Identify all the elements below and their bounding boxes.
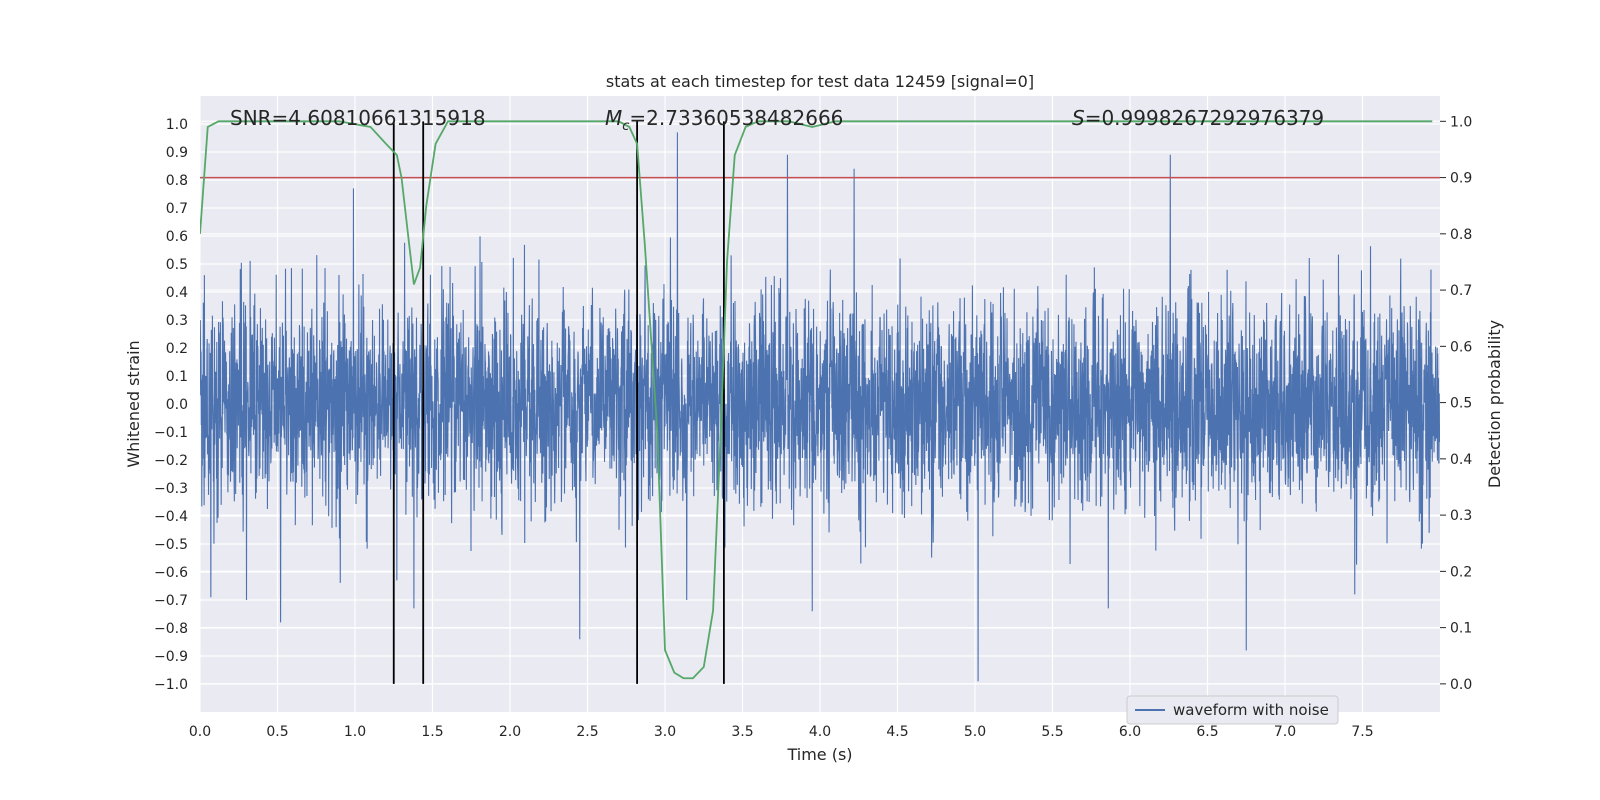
markers <box>200 121 1440 684</box>
y-tick-label: 1.0 <box>166 117 188 133</box>
y2-tick-label: 0.9 <box>1450 171 1472 187</box>
s-symbol: S <box>1072 106 1085 130</box>
x-tick-label: 1.5 <box>421 724 443 740</box>
x-tick-label: 6.0 <box>1119 724 1141 740</box>
y-tick-label: 0.5 <box>166 257 188 273</box>
x-tick-label: 2.5 <box>576 724 598 740</box>
y-tick-label: −0.8 <box>154 621 188 637</box>
x-tick-label: 3.0 <box>654 724 676 740</box>
x-tick-label: 3.5 <box>731 724 753 740</box>
y-tick-label: 0.4 <box>166 285 188 301</box>
y2-tick-label: 0.5 <box>1450 396 1472 412</box>
y-tick-label: 0.1 <box>166 369 188 385</box>
y-tick-label: 0.2 <box>166 341 188 357</box>
y-tick-label: −0.3 <box>154 481 188 497</box>
y-tick-label: −0.9 <box>154 649 188 665</box>
waveform-line <box>200 132 1440 682</box>
y-tick-label: −0.6 <box>154 565 188 581</box>
x-tick-label: 7.5 <box>1351 724 1373 740</box>
y-tick-label: 0.8 <box>166 173 188 189</box>
y2-tick-label: 0.7 <box>1450 283 1472 299</box>
s-annotation: S=0.9998267292976379 <box>1072 106 1324 130</box>
mc-subscript: c <box>622 119 629 134</box>
chirp-mass-annotation: Mc=2.73360538482666 <box>605 106 843 134</box>
x-axis-label: Time (s) <box>786 745 852 764</box>
legend: waveform with noise <box>1126 695 1339 725</box>
y-tick-label: 0.7 <box>166 201 188 217</box>
y-tick-label: 0.0 <box>166 397 188 413</box>
x-axis-ticks: 0.0 0.5 1.0 1.5 2.0 2.5 3.0 3.5 4.0 4.5 5.0 5.5 6.0 6… <box>189 724 1374 740</box>
x-tick-label: 0.5 <box>266 724 288 740</box>
s-value: =0.9998267292976379 <box>1085 106 1324 130</box>
y2-tick-label: 0.1 <box>1450 621 1472 637</box>
mc-value: =2.73360538482666 <box>629 106 843 130</box>
y-axis-ticks: 1.0 0.9 0.8 0.7 0.6 0.5 0.4 0.3 0.2 0.1 0.0 −0.1 −0.… <box>154 117 188 693</box>
y-axis-label: Whitened strain <box>124 340 143 467</box>
legend-label: waveform with noise <box>1173 701 1329 719</box>
x-tick-label: 4.5 <box>886 724 908 740</box>
chart-title: stats at each timestep for test data 124… <box>606 72 1034 91</box>
y2-axis-label: Detection probability <box>1485 320 1504 488</box>
y-tick-label: 0.6 <box>166 229 188 245</box>
y-tick-label: −1.0 <box>154 677 188 693</box>
x-tick-label: 5.5 <box>1041 724 1063 740</box>
x-tick-label: 7.0 <box>1274 724 1296 740</box>
x-tick-label: 4.0 <box>809 724 831 740</box>
y-tick-label: 0.9 <box>166 145 188 161</box>
y-tick-label: −0.7 <box>154 593 188 609</box>
y-tick-label: −0.5 <box>154 537 188 553</box>
x-tick-label: 5.0 <box>964 724 986 740</box>
legend-box <box>1126 695 1339 725</box>
y2-tick-label: 0.8 <box>1450 227 1472 243</box>
y2-tick-label: 0.6 <box>1450 339 1472 355</box>
x-tick-label: 2.0 <box>499 724 521 740</box>
y-tick-label: 0.3 <box>166 313 188 329</box>
y-tick-label: −0.2 <box>154 453 188 469</box>
y-tick-label: −0.4 <box>154 509 188 525</box>
probability-series <box>200 120 1433 680</box>
mc-symbol: M <box>605 106 622 130</box>
y2-tick-label: 0.0 <box>1450 677 1472 693</box>
probability-line <box>200 120 1433 680</box>
snr-annotation: SNR=4.60810661315918 <box>230 106 486 130</box>
y2-tick-label: 0.4 <box>1450 452 1472 468</box>
y2-tick-label: 0.2 <box>1450 564 1472 580</box>
y2-tick-label: 1.0 <box>1450 114 1472 130</box>
y2-tick-label: 0.3 <box>1450 508 1472 524</box>
y-tick-label: −0.1 <box>154 425 188 441</box>
x-tick-label: 6.5 <box>1196 724 1218 740</box>
x-tick-label: 1.0 <box>344 724 366 740</box>
waveform-series <box>200 132 1440 682</box>
x-tick-label: 0.0 <box>189 724 211 740</box>
y2-axis-ticks: 1.0 0.9 0.8 0.7 0.6 0.5 0.4 0.3 0.2 0.1 0.0 <box>1440 114 1472 693</box>
